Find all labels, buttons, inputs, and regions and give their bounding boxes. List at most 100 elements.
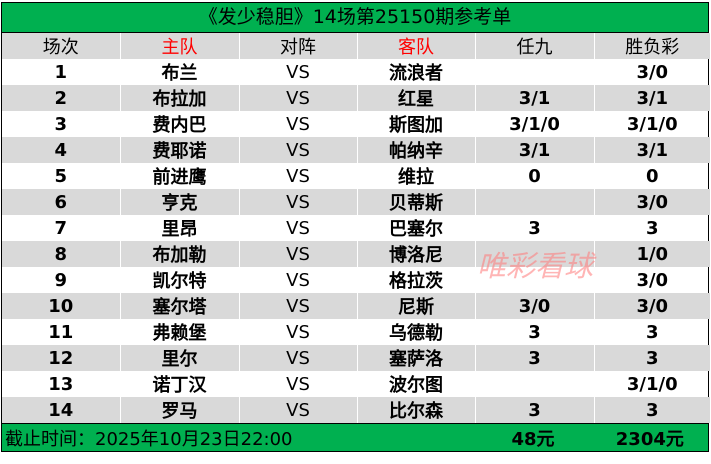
- table-row: 5 前进鹰 VS 维拉 0 0: [2, 163, 710, 189]
- table-row: 2 布拉加 VS 红星 3/1 3/1: [2, 85, 710, 111]
- away-team: 红星: [356, 85, 475, 111]
- footer-row: 截止时间：2025年10月23日22:00 48元 2304元: [2, 423, 708, 451]
- match-no: 3: [54, 113, 68, 135]
- home-team: 布兰: [119, 59, 239, 85]
- away-team: 维拉: [356, 163, 475, 189]
- ren9-pick: 3: [474, 397, 594, 423]
- home-team: 里昂: [119, 215, 239, 241]
- versus: VS: [238, 163, 357, 189]
- table-row: 3 费内巴 VS 斯图加 3/1/0 3/1/0: [2, 111, 710, 137]
- versus: VS: [238, 319, 357, 345]
- sfc-pick: 3/0: [593, 59, 710, 85]
- home-team: 前进鹰: [119, 163, 239, 189]
- match-no: 6: [2, 189, 120, 215]
- table-title: 《发少稳胆》14场第25150期参考单: [2, 3, 708, 33]
- ren9-pick: [474, 189, 594, 215]
- ren9-pick: 3: [474, 215, 594, 241]
- ren9-pick: 0: [474, 163, 594, 189]
- home-team: 费内巴: [119, 111, 239, 137]
- match-no: 2: [2, 85, 120, 111]
- versus: VS: [238, 189, 357, 215]
- header-ren9: 任九: [474, 33, 594, 59]
- table-row: 14 罗马 VS 比尔森 3 3: [2, 397, 710, 423]
- ren9-cost: 48元: [511, 428, 555, 450]
- header-home: 主队: [119, 33, 239, 59]
- sfc-pick: 3/1: [593, 137, 710, 163]
- table-row: 1 布兰 VS 流浪者 3/0: [2, 59, 710, 85]
- sfc-cost: 2304元: [615, 428, 684, 450]
- ren9-pick: 3/1/0: [474, 111, 594, 137]
- away-team: 格拉茨: [356, 267, 475, 293]
- match-no: 11: [48, 321, 74, 343]
- sfc-pick: 0: [593, 163, 710, 189]
- header-row: 场次 主队 对阵 客队 任九 胜负彩: [2, 33, 710, 59]
- versus: VS: [238, 241, 357, 267]
- versus: VS: [238, 371, 357, 397]
- ren9-pick: [474, 371, 594, 397]
- versus: VS: [238, 59, 357, 85]
- table-row: 8 布加勒 VS 博洛尼 1/0: [2, 241, 710, 267]
- header-sfc: 胜负彩: [593, 33, 710, 59]
- lottery-table: 《发少稳胆》14场第25150期参考单 场次 主队 对阵 客队 任九 胜负彩 1…: [1, 2, 710, 452]
- match-no: 14: [2, 397, 120, 423]
- versus: VS: [238, 293, 357, 319]
- match-no: 13: [48, 373, 74, 395]
- match-no: 8: [2, 241, 120, 267]
- away-team: 乌德勒: [356, 319, 475, 345]
- ren9-pick: 3/1: [474, 85, 594, 111]
- match-no: 4: [2, 137, 120, 163]
- header-versus: 对阵: [238, 33, 357, 59]
- ren9-pick: [474, 241, 594, 267]
- ren9-pick: 3/1: [474, 137, 594, 163]
- sfc-pick: 3/1: [593, 85, 710, 111]
- sfc-pick: 3: [593, 397, 710, 423]
- table-row: 9 凯尔特 VS 格拉茨 3/0: [2, 267, 710, 293]
- away-team: 巴塞尔: [356, 215, 475, 241]
- away-team: 博洛尼: [356, 241, 475, 267]
- home-team: 亨克: [119, 189, 239, 215]
- deadline: 截止时间：2025年10月23日22:00: [5, 428, 293, 450]
- ren9-pick: [474, 59, 594, 85]
- versus: VS: [238, 345, 357, 371]
- away-team: 帕纳辛: [356, 137, 475, 163]
- away-team: 尼斯: [356, 293, 475, 319]
- ren9-pick: 3: [474, 319, 594, 345]
- versus: VS: [238, 397, 357, 423]
- match-no: 1: [54, 61, 68, 83]
- table-row: 13 诺丁汉 VS 波尔图 3/1/0: [2, 371, 710, 397]
- versus: VS: [238, 267, 357, 293]
- table-row: 12 里尔 VS 塞萨洛 3 3: [2, 345, 710, 371]
- away-team: 波尔图: [356, 371, 475, 397]
- match-table: 场次 主队 对阵 客队 任九 胜负彩 1 布兰 VS 流浪者 3/0 2 布拉加 VS 红星 3/…: [2, 33, 710, 423]
- home-team: 布拉加: [119, 85, 239, 111]
- table-row: 11 弗赖堡 VS 乌德勒 3 3: [2, 319, 710, 345]
- versus: VS: [238, 215, 357, 241]
- sfc-pick: 3: [593, 345, 710, 371]
- versus: VS: [238, 137, 357, 163]
- away-team: 斯图加: [356, 111, 475, 137]
- home-team: 凯尔特: [119, 267, 239, 293]
- ren9-pick: [474, 267, 594, 293]
- away-team: 流浪者: [356, 59, 475, 85]
- table-row: 6 亨克 VS 贝蒂斯 3/0: [2, 189, 710, 215]
- sfc-pick: 1/0: [593, 241, 710, 267]
- home-team: 里尔: [119, 345, 239, 371]
- sfc-pick: 3/0: [593, 267, 710, 293]
- match-no: 7: [54, 217, 68, 239]
- sfc-pick: 3/1/0: [593, 111, 710, 137]
- home-team: 诺丁汉: [119, 371, 239, 397]
- away-team: 比尔森: [356, 397, 475, 423]
- match-no: 9: [54, 269, 68, 291]
- home-team: 塞尔塔: [119, 293, 239, 319]
- ren9-pick: 3: [474, 345, 594, 371]
- sfc-pick: 3/0: [593, 189, 710, 215]
- ren9-pick: 3/0: [474, 293, 594, 319]
- versus: VS: [238, 111, 357, 137]
- home-team: 费耶诺: [119, 137, 239, 163]
- table-row: 4 费耶诺 VS 帕纳辛 3/1 3/1: [2, 137, 710, 163]
- table-row: 7 里昂 VS 巴塞尔 3 3: [2, 215, 710, 241]
- sfc-pick: 3/1/0: [593, 371, 710, 397]
- match-no: 10: [2, 293, 120, 319]
- sfc-pick: 3: [593, 319, 710, 345]
- home-team: 罗马: [119, 397, 239, 423]
